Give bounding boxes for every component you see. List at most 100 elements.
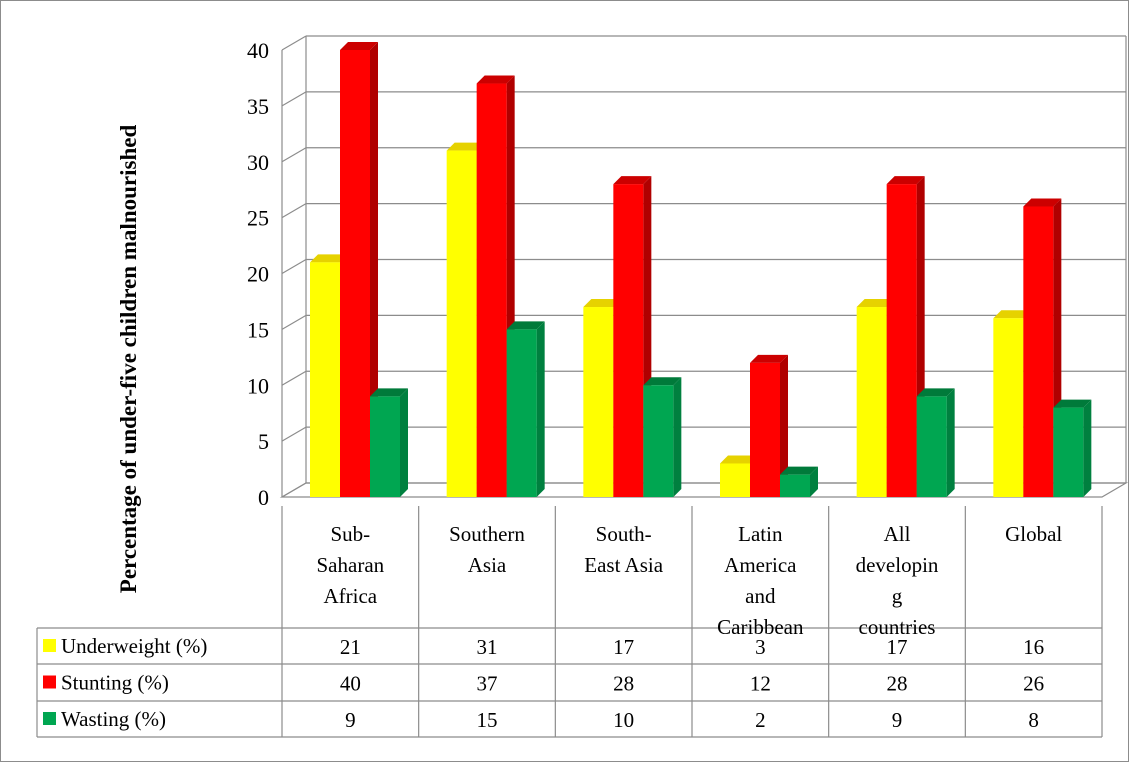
bar-front xyxy=(613,184,644,497)
bar-front xyxy=(856,307,887,497)
bar-side xyxy=(780,354,788,497)
bar xyxy=(340,42,378,497)
bar-top xyxy=(720,455,758,464)
bar-front xyxy=(750,362,780,497)
bar-front xyxy=(506,329,537,497)
bar-front xyxy=(1023,206,1054,497)
bar xyxy=(916,388,955,497)
table-cell: 12 xyxy=(750,672,771,696)
bar-side xyxy=(946,388,955,497)
bar-front xyxy=(370,396,400,497)
table-cell: 37 xyxy=(477,672,498,696)
table-cell: 21 xyxy=(340,635,361,659)
y-tick-label: 40 xyxy=(247,38,269,63)
bar xyxy=(506,321,545,497)
legend-label: Stunting (%) xyxy=(61,671,169,695)
data-table: Sub-Saharan Africa Southern Asia South-East … xyxy=(36,506,1103,738)
bar-top xyxy=(506,321,545,330)
bar-front xyxy=(916,396,947,497)
bar-top xyxy=(446,142,485,151)
gridline xyxy=(281,203,307,219)
table-cell: 8 xyxy=(1028,708,1039,732)
y-tick-label: 5 xyxy=(258,429,269,454)
gridline xyxy=(281,147,307,163)
bar-top xyxy=(583,299,622,308)
bar-top xyxy=(613,176,652,185)
bar-front xyxy=(720,463,750,497)
table-cell: 10 xyxy=(613,708,634,732)
bar-top xyxy=(856,299,895,308)
bar-front xyxy=(340,50,370,497)
bar-front xyxy=(993,318,1024,497)
y-tick-label: 10 xyxy=(247,373,269,398)
category-label: South-East Asia xyxy=(584,522,663,577)
bar-front xyxy=(446,150,477,497)
y-axis-ticks: 0 5 10 15 20 25 30 35 40 xyxy=(247,38,269,510)
bar-front xyxy=(780,474,810,497)
table-cell: 26 xyxy=(1023,672,1044,696)
y-tick-label: 15 xyxy=(247,317,269,342)
bar-front xyxy=(583,307,614,497)
y-tick-label: 20 xyxy=(247,262,269,287)
category-label: Global xyxy=(1005,522,1062,546)
table-cell: 40 xyxy=(340,672,361,696)
table-cell: 16 xyxy=(1023,635,1044,659)
bar-front xyxy=(886,184,917,497)
y-tick-label: 25 xyxy=(247,206,269,231)
bar xyxy=(643,377,682,497)
category-label: All developin g countries xyxy=(856,522,939,639)
bar-front xyxy=(643,385,674,497)
gridlines xyxy=(279,35,1129,498)
gridline xyxy=(281,35,307,51)
y-axis-label: Percentage of under-five children malnou… xyxy=(116,125,141,594)
bar xyxy=(780,466,818,497)
category-label: Latin America and Caribbean xyxy=(717,522,804,639)
gridline xyxy=(281,258,307,275)
table-cell: 9 xyxy=(345,708,356,732)
bar xyxy=(1053,399,1092,497)
y-tick-label: 0 xyxy=(258,485,269,510)
table-cell: 17 xyxy=(887,635,908,659)
gridline xyxy=(281,314,307,330)
table-cell: 3 xyxy=(755,635,766,659)
bar-top xyxy=(886,176,925,185)
bar-top xyxy=(993,310,1032,319)
legend-swatch xyxy=(43,675,56,689)
y-tick-label: 30 xyxy=(247,150,269,175)
bar xyxy=(750,354,788,497)
bar-top xyxy=(916,388,955,397)
legend-swatch xyxy=(43,712,56,725)
table-cell: 28 xyxy=(613,672,634,696)
category-label: Sub-Saharan Africa xyxy=(317,522,385,608)
bar-top xyxy=(1023,198,1062,207)
table-cell: 15 xyxy=(477,708,498,732)
table-cell: 31 xyxy=(477,635,498,659)
table-cell: 17 xyxy=(613,635,634,659)
bar-top xyxy=(643,377,682,386)
bars xyxy=(310,42,1092,498)
table-cell: 28 xyxy=(887,672,908,696)
bar-side xyxy=(370,42,378,497)
bar-front xyxy=(1053,407,1084,497)
bar-side xyxy=(400,388,408,497)
table-cell: 2 xyxy=(755,708,766,732)
bar xyxy=(370,388,408,497)
bar-side xyxy=(1083,399,1092,497)
gridline xyxy=(281,426,307,442)
bar-front xyxy=(476,83,507,498)
legend-label: Wasting (%) xyxy=(61,707,166,731)
bar-side xyxy=(536,321,545,497)
bar-top xyxy=(476,75,515,84)
gridline xyxy=(281,370,307,386)
bar-top xyxy=(780,466,818,475)
y-tick-label: 35 xyxy=(247,94,269,119)
bar-top xyxy=(370,388,408,397)
bar-top xyxy=(310,254,348,263)
bar-top xyxy=(340,42,378,50)
legend-label: Underweight (%) xyxy=(61,634,207,658)
floor xyxy=(279,482,1129,498)
bar-top xyxy=(1053,399,1092,408)
gridline xyxy=(281,91,307,107)
